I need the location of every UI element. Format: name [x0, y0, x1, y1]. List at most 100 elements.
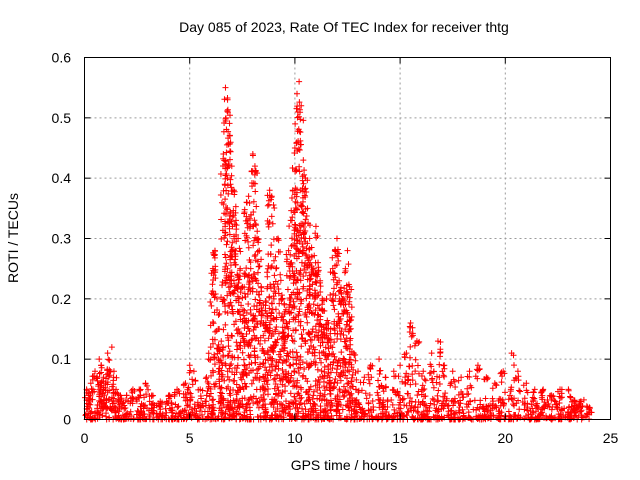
data-point: [421, 386, 428, 393]
data-point: [295, 146, 302, 153]
data-point: [285, 247, 292, 254]
data-point: [274, 405, 281, 412]
data-point: [106, 387, 113, 394]
data-point: [264, 314, 271, 321]
data-point: [307, 336, 314, 343]
data-point: [224, 108, 231, 115]
data-point: [311, 346, 318, 353]
data-point: [297, 353, 304, 360]
data-point: [255, 263, 262, 270]
data-point: [471, 397, 478, 404]
data-point: [87, 392, 94, 399]
data-point: [341, 392, 348, 399]
data-point: [253, 395, 260, 402]
y-tick-label: 0.6: [52, 50, 72, 66]
data-point: [267, 251, 274, 258]
data-point: [293, 356, 300, 363]
data-point: [246, 284, 253, 291]
data-point: [380, 403, 387, 410]
data-point: [260, 374, 267, 381]
data-point: [232, 209, 239, 216]
data-point: [390, 368, 397, 375]
data-point: [410, 407, 417, 414]
data-point: [277, 377, 284, 384]
data-point: [222, 116, 229, 123]
data-point: [262, 297, 269, 304]
x-tick-label: 15: [392, 430, 408, 446]
data-point: [352, 397, 359, 404]
data-point: [448, 407, 455, 414]
data-point: [236, 311, 243, 318]
data-point: [312, 230, 319, 237]
data-point: [297, 137, 304, 144]
data-point: [304, 177, 311, 184]
data-point: [521, 415, 528, 422]
data-point: [500, 401, 507, 408]
data-point: [202, 398, 209, 405]
data-point: [337, 415, 344, 422]
data-point: [294, 377, 301, 384]
data-point: [296, 78, 303, 85]
data-point: [350, 366, 357, 373]
data-point: [285, 308, 292, 315]
data-point: [271, 204, 278, 211]
data-point: [421, 376, 428, 383]
data-point: [257, 321, 264, 328]
data-point: [427, 400, 434, 407]
data-point: [365, 407, 372, 414]
data-point: [355, 399, 362, 406]
data-point: [263, 377, 270, 384]
data-point: [207, 344, 214, 351]
data-point: [225, 343, 232, 350]
data-point: [307, 304, 314, 311]
data-point: [415, 409, 422, 416]
data-point: [303, 295, 310, 302]
data-point: [255, 239, 262, 246]
data-point: [268, 193, 275, 200]
data-point: [327, 369, 334, 376]
data-point: [311, 287, 318, 294]
data-point: [226, 120, 233, 127]
data-point: [296, 147, 303, 154]
data-point: [175, 387, 182, 394]
data-point: [221, 268, 228, 275]
data-point: [105, 396, 112, 403]
data-point: [548, 396, 555, 403]
data-point: [560, 412, 567, 419]
data-point: [430, 368, 437, 375]
data-point: [580, 396, 587, 403]
data-point: [523, 387, 530, 394]
data-point: [225, 161, 232, 168]
data-point: [279, 295, 286, 302]
data-point: [96, 370, 103, 377]
data-point: [252, 188, 259, 195]
data-point: [572, 406, 579, 413]
data-point: [319, 301, 326, 308]
data-point: [317, 407, 324, 414]
data-point: [265, 328, 272, 335]
data-point: [259, 307, 266, 314]
data-point: [578, 412, 585, 419]
data-point: [317, 289, 324, 296]
data-point: [297, 395, 304, 402]
data-point: [324, 415, 331, 422]
data-point: [490, 412, 497, 419]
data-point: [124, 410, 131, 417]
data-point: [245, 400, 252, 407]
data-point: [209, 336, 216, 343]
data-point: [430, 384, 437, 391]
data-point: [281, 338, 288, 345]
data-point: [507, 392, 514, 399]
data-point: [408, 333, 415, 340]
data-point: [108, 407, 115, 414]
data-point: [514, 368, 521, 375]
data-point: [467, 382, 474, 389]
data-point: [565, 387, 572, 394]
data-point: [228, 172, 235, 179]
data-point: [481, 376, 488, 383]
data-point: [188, 394, 195, 401]
data-point: [275, 290, 282, 297]
data-point: [315, 267, 322, 274]
data-point: [112, 409, 119, 416]
data-point: [103, 371, 110, 378]
